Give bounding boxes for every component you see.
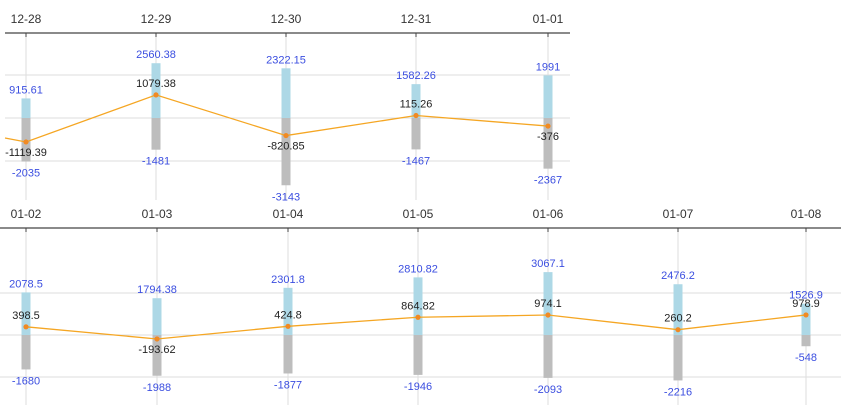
chart-panel-2: 01-02 01-03 01-04 01-05 01-06 01-07 01-08 2078.… (0, 207, 841, 405)
bar-positive[interactable] (21, 98, 31, 118)
positive-value-label: 2078.5 (9, 278, 43, 290)
positive-value-label: 1794.38 (137, 284, 177, 296)
net-value-label: 260.2 (664, 313, 692, 325)
net-point[interactable] (23, 139, 29, 145)
net-point[interactable] (23, 324, 29, 330)
negative-value-label: -1988 (143, 382, 171, 394)
bar-positive[interactable] (801, 303, 811, 335)
bar-negative[interactable] (543, 335, 553, 378)
bar-positive[interactable] (413, 277, 423, 335)
bar-positive[interactable] (283, 287, 293, 335)
bar-positive[interactable] (152, 298, 162, 335)
net-point[interactable] (675, 327, 681, 333)
x-tick-label: 01-08 (791, 207, 822, 221)
net-value-label: 978.9 (792, 298, 820, 310)
positive-value-label: 3067.1 (531, 258, 565, 270)
net-value-label: 974.1 (534, 298, 562, 310)
bar-negative[interactable] (411, 118, 421, 150)
bar-positive[interactable] (151, 63, 161, 118)
positive-value-label: 2810.82 (398, 263, 438, 275)
bar-negative[interactable] (151, 118, 161, 150)
x-tick-label: 01-07 (663, 207, 694, 221)
net-point[interactable] (545, 312, 551, 318)
chart-panel-1: 12-28 12-29 12-30 12-31 01-01 915.61 -2035 -111… (4, 12, 570, 203)
negative-value-label: -1481 (142, 156, 170, 168)
negative-value-label: -1946 (404, 381, 432, 393)
x-tick-label: 01-02 (11, 207, 42, 221)
net-point[interactable] (415, 314, 421, 320)
bar-positive[interactable] (543, 75, 553, 118)
positive-value-label: 2301.8 (271, 274, 305, 286)
negative-value-label: -2367 (534, 175, 562, 187)
bar-positive[interactable] (21, 292, 31, 335)
net-value-label: -820.85 (267, 141, 304, 153)
net-value-label: 864.82 (401, 300, 435, 312)
negative-value-label: -1877 (274, 379, 302, 391)
net-line (4, 94, 549, 143)
bar-positive[interactable] (281, 68, 291, 118)
net-point[interactable] (285, 323, 291, 329)
bar-negative[interactable] (801, 335, 811, 347)
positive-value-label: 1991 (536, 61, 560, 73)
net-value-label: 115.26 (400, 99, 433, 111)
x-tick-label: 01-01 (533, 12, 564, 26)
positive-value-label: 1582.26 (396, 70, 436, 82)
net-point[interactable] (154, 336, 160, 342)
x-tick-label: 12-29 (141, 12, 172, 26)
bar-negative[interactable] (21, 335, 31, 370)
bar-negative[interactable] (152, 335, 162, 376)
negative-value-label: -548 (795, 352, 817, 364)
positive-value-label: 2476.2 (661, 270, 695, 282)
net-point[interactable] (413, 112, 419, 119)
negative-value-label: -3143 (272, 191, 300, 203)
x-tick-label: 01-05 (403, 207, 434, 221)
bar-negative[interactable] (543, 118, 553, 169)
bar-negative[interactable] (281, 118, 291, 186)
x-tick-label: 12-28 (11, 12, 42, 26)
x-tick-label: 12-30 (271, 12, 302, 26)
bar-positive[interactable] (411, 84, 421, 118)
negative-value-label: -2093 (534, 384, 562, 396)
positive-value-label: 1526.9 (789, 290, 823, 302)
bar-positive[interactable] (673, 284, 683, 335)
x-tick-label: 12-31 (401, 12, 432, 26)
positive-value-label: 2560.38 (136, 49, 176, 61)
net-value-label: 1079.38 (136, 78, 176, 90)
x-tick-label: 01-03 (142, 207, 173, 221)
net-value-label: -193.62 (138, 344, 175, 356)
positive-value-label: 915.61 (9, 84, 43, 96)
net-value-label: 424.8 (274, 309, 302, 321)
negative-value-label: -2035 (12, 168, 40, 180)
net-point[interactable] (545, 123, 551, 129)
bar-negative[interactable] (413, 335, 423, 375)
negative-value-label: -1467 (402, 155, 430, 167)
x-tick-label: 01-06 (533, 207, 564, 221)
net-point[interactable] (283, 132, 289, 139)
net-value-label: -376 (537, 131, 559, 143)
negative-value-label: -1680 (12, 375, 40, 387)
bar-positive[interactable] (543, 272, 553, 335)
net-value-label: 398.5 (12, 310, 40, 322)
bar-negative[interactable] (673, 335, 683, 381)
x-tick-label: 01-04 (273, 207, 304, 221)
net-point[interactable] (803, 312, 809, 318)
positive-value-label: 2322.15 (266, 54, 306, 66)
net-point[interactable] (153, 92, 159, 98)
bar-negative[interactable] (283, 335, 293, 374)
negative-value-label: -2216 (664, 386, 692, 398)
net-value-label: -1119.39 (5, 147, 47, 159)
